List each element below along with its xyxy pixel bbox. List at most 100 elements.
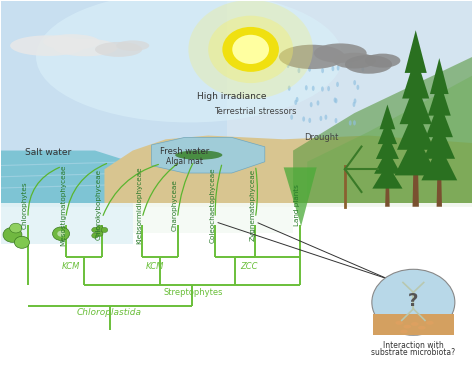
Text: Interaction with: Interaction with	[383, 341, 444, 350]
Ellipse shape	[36, 0, 342, 123]
Text: ZCC: ZCC	[240, 262, 258, 271]
Text: Mesostigmatophyceae: Mesostigmatophyceae	[60, 164, 66, 246]
Circle shape	[96, 231, 103, 237]
Polygon shape	[430, 58, 448, 94]
Polygon shape	[421, 144, 457, 180]
Polygon shape	[405, 30, 427, 73]
Circle shape	[92, 227, 98, 233]
Ellipse shape	[296, 97, 298, 102]
Ellipse shape	[352, 102, 355, 107]
Circle shape	[92, 233, 98, 238]
Ellipse shape	[395, 321, 403, 325]
Polygon shape	[0, 203, 133, 244]
Text: Land plants: Land plants	[294, 184, 300, 226]
Ellipse shape	[308, 118, 311, 123]
Text: Streptophytes: Streptophytes	[163, 288, 223, 297]
Circle shape	[232, 35, 269, 64]
Polygon shape	[105, 136, 473, 207]
Ellipse shape	[116, 40, 149, 51]
Circle shape	[14, 237, 29, 248]
Ellipse shape	[279, 45, 345, 69]
Circle shape	[372, 269, 455, 335]
Polygon shape	[376, 134, 399, 159]
Text: Terrestrial stressors: Terrestrial stressors	[214, 107, 297, 116]
Ellipse shape	[95, 42, 142, 57]
Ellipse shape	[333, 97, 336, 103]
Polygon shape	[0, 203, 473, 375]
Ellipse shape	[287, 63, 289, 68]
Ellipse shape	[336, 82, 339, 87]
Circle shape	[188, 0, 313, 99]
Ellipse shape	[321, 68, 324, 73]
Ellipse shape	[332, 66, 334, 71]
Text: Salt water: Salt water	[25, 148, 71, 157]
Ellipse shape	[288, 86, 290, 91]
Ellipse shape	[298, 68, 300, 73]
Polygon shape	[402, 56, 429, 99]
Polygon shape	[293, 57, 473, 207]
Polygon shape	[133, 203, 293, 233]
Text: Zygnematophyceae: Zygnematophyceae	[249, 169, 255, 241]
Ellipse shape	[319, 116, 322, 121]
Text: High irradiance: High irradiance	[197, 92, 266, 101]
Circle shape	[101, 227, 108, 233]
Ellipse shape	[302, 117, 305, 121]
Text: Klebsormidiophyceae: Klebsormidiophyceae	[136, 166, 142, 244]
Polygon shape	[385, 182, 390, 207]
Ellipse shape	[400, 330, 408, 334]
Text: KCM: KCM	[61, 262, 79, 271]
Circle shape	[208, 16, 293, 83]
Circle shape	[96, 226, 103, 231]
Ellipse shape	[335, 98, 338, 103]
Text: substrate microbiota?: substrate microbiota?	[371, 348, 455, 357]
Ellipse shape	[324, 115, 327, 120]
Ellipse shape	[354, 99, 357, 104]
Text: Chlorokybophyceae: Chlorokybophyceae	[96, 169, 102, 240]
Ellipse shape	[53, 39, 118, 56]
Polygon shape	[374, 149, 401, 174]
Polygon shape	[284, 167, 317, 226]
Polygon shape	[373, 314, 454, 335]
Polygon shape	[400, 82, 432, 124]
Ellipse shape	[316, 100, 319, 106]
Ellipse shape	[314, 43, 367, 63]
Ellipse shape	[294, 100, 297, 105]
Text: Chlorophytes: Chlorophytes	[22, 181, 28, 229]
Text: Chloroplastida: Chloroplastida	[76, 308, 141, 317]
Polygon shape	[378, 119, 397, 144]
Ellipse shape	[321, 86, 324, 92]
Polygon shape	[0, 1, 473, 207]
Ellipse shape	[345, 55, 392, 74]
Ellipse shape	[350, 62, 352, 68]
Text: Coleochaetophyceae: Coleochaetophyceae	[209, 167, 215, 243]
Ellipse shape	[349, 120, 351, 126]
Polygon shape	[437, 171, 442, 207]
Circle shape	[9, 223, 22, 233]
Text: Charophyceae: Charophyceae	[172, 179, 177, 231]
Text: Drought: Drought	[304, 133, 339, 142]
Ellipse shape	[403, 325, 411, 329]
Polygon shape	[397, 107, 434, 150]
Polygon shape	[379, 105, 395, 129]
Ellipse shape	[175, 150, 222, 160]
Circle shape	[222, 27, 279, 72]
Ellipse shape	[361, 67, 364, 72]
Circle shape	[53, 227, 70, 240]
Ellipse shape	[426, 321, 434, 325]
Polygon shape	[412, 164, 419, 207]
Text: Fresh water: Fresh water	[160, 147, 209, 156]
Ellipse shape	[290, 115, 293, 120]
Ellipse shape	[353, 80, 356, 85]
Ellipse shape	[353, 120, 356, 126]
Polygon shape	[0, 150, 152, 207]
Polygon shape	[152, 137, 265, 173]
Polygon shape	[426, 101, 453, 137]
Ellipse shape	[337, 65, 340, 71]
Ellipse shape	[365, 54, 400, 68]
Polygon shape	[394, 133, 437, 176]
Polygon shape	[227, 1, 473, 207]
Ellipse shape	[305, 85, 308, 90]
Ellipse shape	[177, 152, 210, 159]
Ellipse shape	[334, 118, 337, 123]
Text: KCM: KCM	[146, 262, 165, 271]
